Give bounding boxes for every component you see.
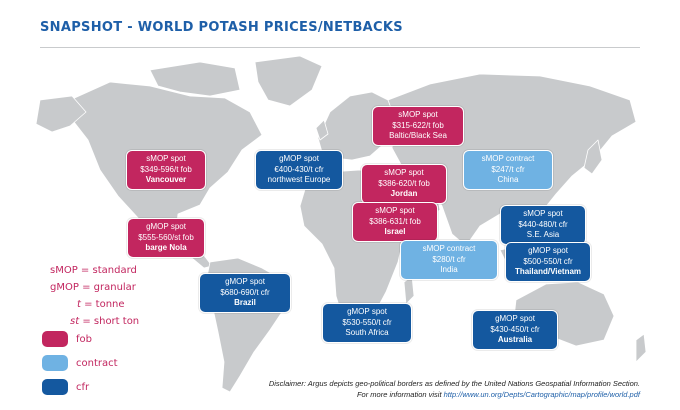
contract-swatch	[42, 355, 68, 371]
disclaimer: Disclaimer: Argus depicts geo-political …	[268, 379, 640, 399]
price-box-australia: gMOP spot $430-450/t cfr Australia	[472, 310, 558, 350]
legend-item-contract: contract	[42, 352, 118, 374]
price-box-nola: gMOP spot $555-560/st fob barge Nola	[127, 218, 205, 258]
legend-item-fob: fob	[42, 328, 118, 350]
price-box-south-africa: gMOP spot $530-550/t cfr South Africa	[322, 303, 412, 343]
price-box-india: sMOP contract $280/t cfr India	[400, 240, 498, 280]
price-box-nw-europe: gMOP spot €400-430/t cfr northwest Europ…	[255, 150, 343, 190]
uk-shape	[315, 119, 329, 141]
abbreviation-row: gMOP = granular	[50, 282, 136, 293]
price-box-brazil: gMOP spot $680-690/t cfr Brazil	[199, 273, 291, 313]
abbreviation-row: t = tonne	[77, 299, 125, 310]
price-type-legend: fob contract cfr	[42, 328, 118, 400]
arctic-islands-shape	[149, 61, 241, 97]
legend-item-cfr: cfr	[42, 376, 118, 398]
price-box-israel: sMOP spot $386-631/t fob Israel	[352, 202, 438, 242]
price-box-baltic: sMOP spot $315-622/t fob Baltic/Black Se…	[372, 106, 464, 146]
price-box-se-asia: sMOP spot $440-480/t cfr S.E. Asia	[500, 205, 586, 245]
alaska-shape	[35, 95, 87, 133]
price-box-vancouver: sMOP spot $349-596/t fob Vancouver	[126, 150, 206, 190]
madagascar-shape	[403, 275, 415, 305]
un-map-link[interactable]: http://www.un.org/Depts/Cartographic/map…	[443, 390, 640, 399]
page-title: SNAPSHOT - WORLD POTASH PRICES/NETBACKS	[40, 20, 403, 35]
price-box-china: sMOP contract $247/t cfr China	[463, 150, 553, 190]
abbreviation-key: sMOP = standard gMOP = granular t = tonn…	[50, 262, 139, 330]
abbreviation-row: sMOP = standard	[50, 265, 137, 276]
cfr-swatch	[42, 379, 68, 395]
japan-shape	[583, 139, 603, 175]
price-box-thailand: gMOP spot $500-550/t cfr Thailand/Vietna…	[505, 242, 591, 282]
fob-swatch	[42, 331, 68, 347]
price-box-jordan: sMOP spot $386-620/t fob Jordan	[361, 164, 447, 204]
title-divider	[40, 47, 640, 48]
greenland-shape	[254, 55, 323, 107]
new-zealand-shape	[635, 333, 647, 363]
abbreviation-row: st = short ton	[70, 316, 140, 327]
